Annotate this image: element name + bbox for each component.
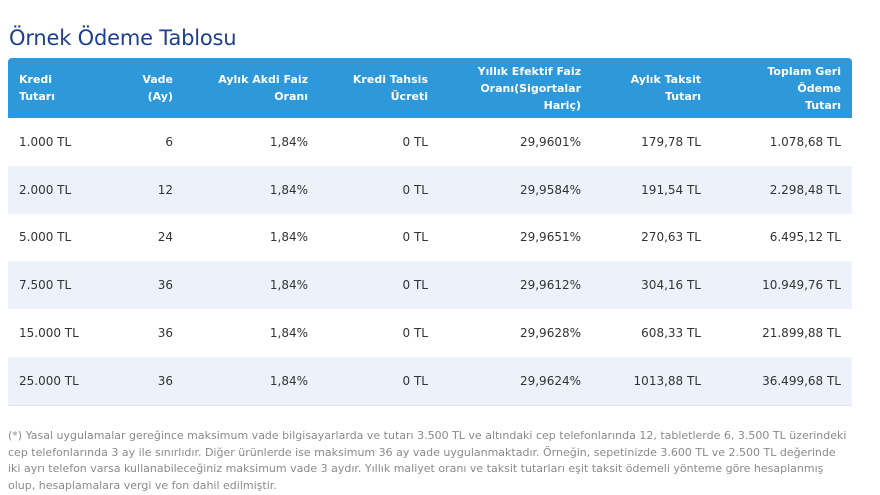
- cell-term: 6: [165, 134, 173, 149]
- table-row: 7.500 TL 36 1,84% 0 TL 29,9612% 304,16 T…: [8, 261, 852, 310]
- cell-loan-amount: 1.000 TL: [19, 134, 72, 149]
- cell-allocation-fee: 0 TL: [402, 230, 428, 245]
- cell-total-repayment: 6.495,12 TL: [769, 230, 841, 245]
- cell-term: 12: [157, 182, 173, 197]
- page-title: Örnek Ödeme Tablosu: [9, 26, 237, 51]
- cell-monthly-installment: 304,16 TL: [641, 278, 701, 293]
- table-header-row: Kredi Tutarı Vade (Ay) Aylık Akdi Faiz O…: [8, 58, 852, 118]
- table-row: 2.000 TL 12 1,84% 0 TL 29,9584% 191,54 T…: [8, 165, 852, 214]
- header-line: Aylık Taksit: [630, 73, 701, 86]
- cell-monthly-installment: 270,63 TL: [641, 230, 701, 245]
- header-term: Vade (Ay): [104, 58, 184, 118]
- header-monthly-rate: Aylık Akdi Faiz Oranı: [184, 58, 319, 118]
- cell-total-repayment: 36.499,68 TL: [712, 356, 852, 406]
- cell-total-repayment: 1.078,68 TL: [769, 134, 841, 149]
- cell-annual-effective-rate: 29,9651%: [519, 230, 581, 245]
- cell-annual-effective-rate: 29,9628%: [519, 326, 581, 341]
- cell-monthly-rate: 1,84%: [269, 182, 308, 197]
- cell-total-repayment: 10.949,76 TL: [762, 278, 841, 293]
- header-loan-amount: Kredi Tutarı: [8, 58, 104, 118]
- header-line: Kredi Tahsis: [352, 73, 428, 86]
- table-row: 25.000 TL 36 1,84% 0 TL 29,9624% 1013,88…: [8, 356, 852, 406]
- header-line: Vade: [142, 73, 173, 86]
- cell-monthly-installment: 179,78 TL: [641, 134, 701, 149]
- header-line: Ücreti: [390, 90, 428, 103]
- cell-allocation-fee: 0 TL: [402, 134, 428, 149]
- cell-total-repayment: 2.298,48 TL: [769, 182, 841, 197]
- cell-loan-amount: 5.000 TL: [19, 230, 72, 245]
- cell-annual-effective-rate: 29,9601%: [519, 134, 581, 149]
- header-line: Tutarı: [664, 90, 701, 103]
- table-row: 1.000 TL 6 1,84% 0 TL 29,9601% 179,78 TL…: [8, 118, 852, 166]
- cell-annual-effective-rate: 29,9624%: [439, 356, 592, 406]
- cell-monthly-rate: 1,84%: [184, 356, 319, 406]
- table-row: 5.000 TL 24 1,84% 0 TL 29,9651% 270,63 T…: [8, 213, 852, 262]
- header-line: (Ay): [147, 90, 173, 103]
- cell-loan-amount: 7.500 TL: [19, 278, 72, 293]
- header-line: Kredi: [19, 73, 53, 86]
- header-line: Tutarı: [804, 98, 841, 112]
- cell-monthly-rate: 1,84%: [269, 278, 308, 293]
- cell-allocation-fee: 0 TL: [319, 356, 439, 406]
- cell-loan-amount: 15.000 TL: [19, 326, 79, 341]
- header-line: Yıllık Efektif Faiz: [477, 64, 581, 78]
- table-row: 15.000 TL 36 1,84% 0 TL 29,9628% 608,33 …: [8, 309, 852, 357]
- header-total-repayment: Toplam Geri Ödeme Tutarı: [712, 58, 852, 118]
- cell-loan-amount: 2.000 TL: [19, 182, 72, 197]
- cell-allocation-fee: 0 TL: [402, 278, 428, 293]
- cell-monthly-installment: 608,33 TL: [641, 326, 701, 341]
- cell-monthly-installment: 1013,88 TL: [592, 356, 712, 406]
- header-line: Aylık Akdi Faiz: [218, 73, 308, 86]
- header-allocation-fee: Kredi Tahsis Ücreti: [319, 58, 439, 118]
- cell-monthly-rate: 1,84%: [269, 230, 308, 245]
- header-line: Toplam Geri Ödeme: [767, 64, 841, 95]
- cell-term: 24: [157, 230, 173, 245]
- cell-term: 36: [157, 278, 173, 293]
- header-line: Oranı(Sigortalar Hariç): [480, 81, 581, 112]
- cell-loan-amount: 25.000 TL: [8, 356, 104, 406]
- cell-annual-effective-rate: 29,9612%: [519, 278, 581, 293]
- cell-total-repayment: 21.899,88 TL: [762, 326, 841, 341]
- header-annual-effective-rate: Yıllık Efektif Faiz Oranı(Sigortalar Har…: [439, 58, 592, 118]
- cell-monthly-rate: 1,84%: [269, 326, 308, 341]
- cell-term: 36: [104, 356, 184, 406]
- header-line: Oranı: [274, 90, 308, 103]
- cell-allocation-fee: 0 TL: [402, 182, 428, 197]
- payment-table: Kredi Tutarı Vade (Ay) Aylık Akdi Faiz O…: [8, 58, 852, 406]
- cell-monthly-rate: 1,84%: [269, 134, 308, 149]
- cell-monthly-installment: 191,54 TL: [641, 182, 701, 197]
- header-monthly-installment: Aylık Taksit Tutarı: [592, 58, 712, 118]
- header-line: Tutarı: [19, 90, 56, 103]
- cell-term: 36: [157, 326, 173, 341]
- cell-annual-effective-rate: 29,9584%: [519, 182, 581, 197]
- cell-allocation-fee: 0 TL: [402, 326, 428, 341]
- footnote: (*) Yasal uygulamalar gereğince maksimum…: [8, 429, 847, 492]
